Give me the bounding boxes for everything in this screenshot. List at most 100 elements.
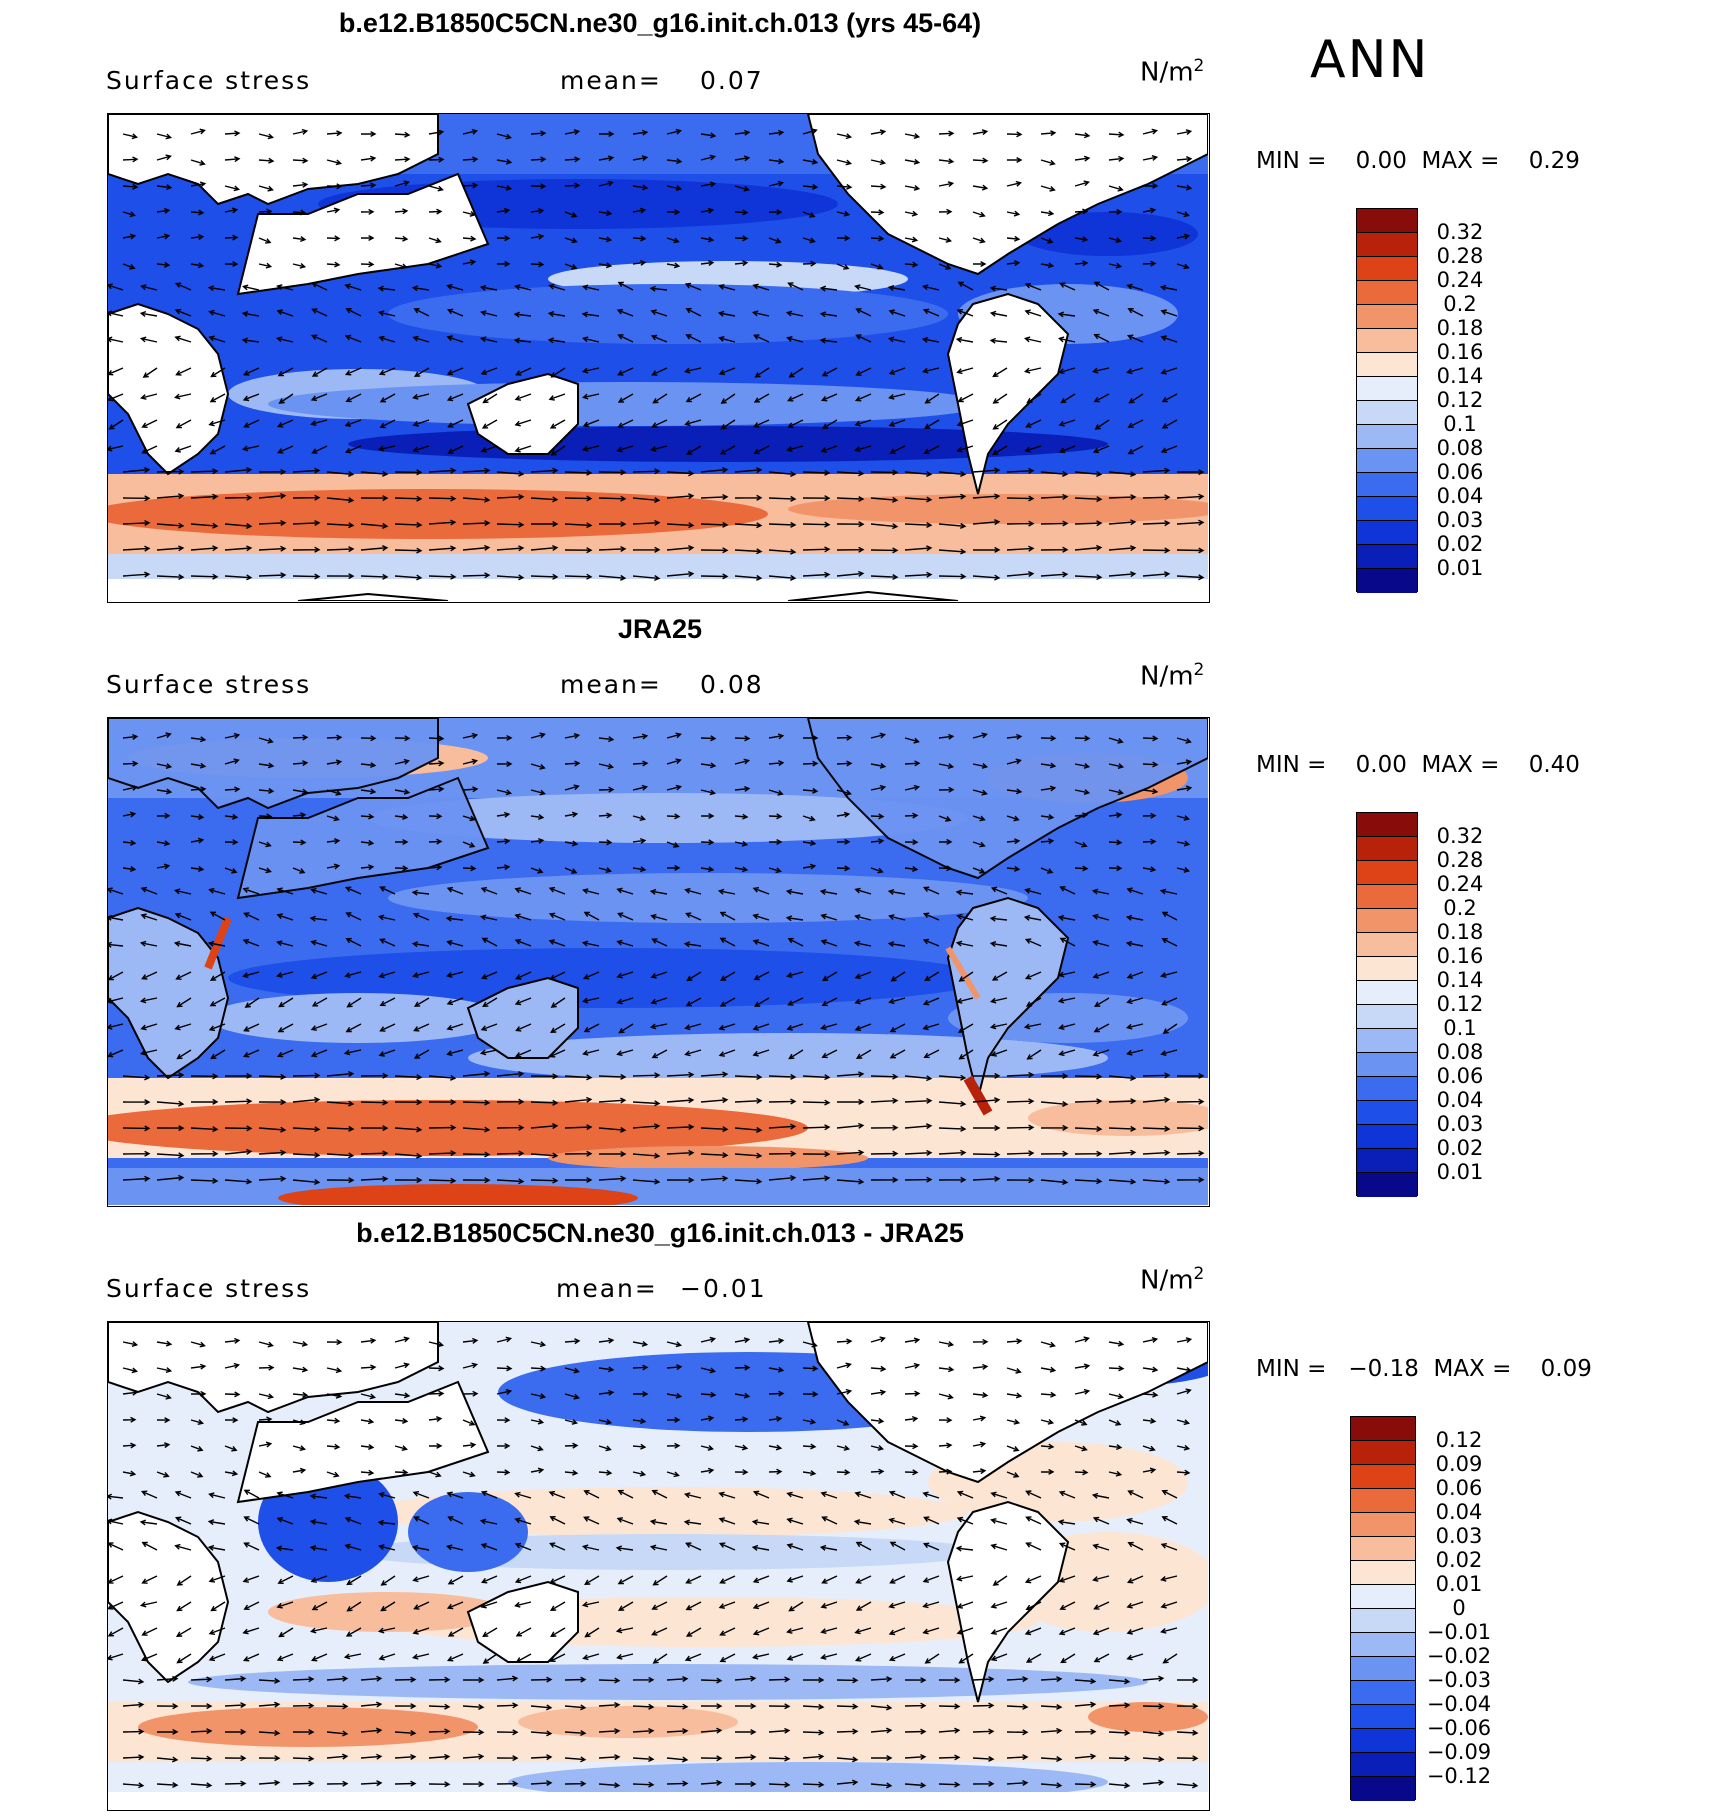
- wind-vector: [802, 863, 817, 870]
- wind-vector: [462, 1471, 476, 1478]
- wind-vector: [768, 1390, 785, 1397]
- wind-vector: [224, 207, 239, 214]
- wind-vector: [379, 393, 396, 403]
- wind-vector: [938, 815, 952, 822]
- wind-vector: [530, 1418, 545, 1425]
- wind-vector: [549, 419, 566, 429]
- wind-vector: [787, 393, 804, 402]
- colorbar-tick-label: 0.02: [1435, 1548, 1483, 1572]
- wind-vector: [1007, 156, 1023, 164]
- wind-vector: [598, 1175, 627, 1182]
- wind-vector: [1142, 1337, 1159, 1343]
- wind-vector: [446, 939, 464, 947]
- panel-3-units: N/m2: [1140, 1264, 1205, 1296]
- wind-vector: [1074, 812, 1089, 819]
- wind-vector: [768, 574, 797, 581]
- wind-vector: [870, 1150, 899, 1157]
- wind-vector: [734, 155, 751, 162]
- colorbar-swatch: [1357, 861, 1417, 885]
- wind-vector: [1177, 1676, 1199, 1684]
- wind-vector: [482, 1627, 498, 1637]
- wind-vector: [480, 445, 498, 453]
- wind-vector: [1024, 971, 1042, 980]
- wind-vector: [768, 1150, 797, 1157]
- wind-vector: [700, 1779, 723, 1786]
- colorbar-swatch: [1351, 1729, 1415, 1753]
- wind-vector: [649, 888, 668, 895]
- wind-vector: [632, 1178, 661, 1185]
- colorbar-swatch: [1357, 1029, 1417, 1053]
- wind-vector: [173, 888, 192, 895]
- wind-vector: [530, 1177, 559, 1184]
- wind-vector: [428, 1676, 451, 1683]
- wind-vector: [666, 841, 680, 848]
- wind-vector: [1006, 1124, 1035, 1131]
- wind-vector: [1093, 281, 1110, 291]
- wind-vector: [955, 889, 974, 896]
- wind-vector: [1176, 1337, 1193, 1344]
- wind-vector: [719, 911, 736, 921]
- colorbar-swatch: [1357, 329, 1417, 353]
- wind-vector: [1142, 1756, 1165, 1763]
- wind-vector: [224, 260, 239, 268]
- wind-vector: [632, 1100, 661, 1107]
- wind-vector: [584, 1627, 600, 1638]
- wind-vector: [718, 1491, 736, 1499]
- wind-vector: [666, 185, 683, 191]
- wind-vector: [377, 285, 396, 292]
- wind-vector: [598, 1469, 613, 1476]
- wind-vector: [513, 311, 532, 318]
- wind-vector: [564, 1393, 580, 1400]
- wind-vector: [208, 1627, 226, 1635]
- wind-vector: [1176, 1098, 1205, 1105]
- wind-vector: [515, 1653, 532, 1663]
- wind-vector: [326, 1177, 355, 1184]
- wind-vector: [787, 997, 804, 1006]
- panel-3-colorbar-labels: 0.12 0.09 0.06 0.04 0.03 0.02 0.01 0 −0.01 −0.02−…: [1424, 1416, 1504, 1800]
- wind-vector: [514, 1542, 532, 1551]
- wind-vector: [156, 1125, 185, 1132]
- wind-vector: [1108, 545, 1137, 552]
- wind-vector: [1006, 131, 1023, 138]
- wind-vector: [343, 1049, 362, 1056]
- wind-vector: [870, 762, 887, 769]
- wind-vector: [141, 445, 158, 454]
- wind-vector: [292, 262, 307, 269]
- wind-vector: [360, 1125, 389, 1132]
- panel-2-map: [107, 717, 1210, 1207]
- wind-vector: [617, 419, 634, 428]
- wind-vector: [958, 1653, 974, 1664]
- wind-vector: [344, 283, 362, 291]
- wind-vector: [785, 888, 804, 895]
- wind-vector: [207, 1519, 226, 1526]
- wind-vector: [821, 1049, 838, 1059]
- wind-vector: [344, 445, 362, 454]
- wind-vector: [1108, 812, 1123, 819]
- wind-vector: [243, 367, 260, 376]
- colorbar-tick-label: 0.09: [1435, 1452, 1483, 1476]
- wind-vector: [1040, 470, 1069, 477]
- wind-vector: [530, 1341, 547, 1348]
- wind-vector: [802, 1124, 831, 1131]
- wind-vector: [649, 1519, 668, 1525]
- wind-vector: [175, 367, 192, 376]
- wind-vector: [496, 1388, 513, 1395]
- wind-vector: [666, 1728, 689, 1734]
- wind-vector: [616, 308, 634, 317]
- wind-vector: [583, 1490, 600, 1499]
- wind-vector: [666, 571, 695, 577]
- wind-vector: [564, 1730, 587, 1737]
- wind-vector: [1006, 1177, 1035, 1184]
- wind-vector: [989, 1023, 1008, 1030]
- wind-vector: [1040, 1150, 1069, 1157]
- wind-vector: [1040, 1676, 1063, 1683]
- wind-vector: [904, 261, 919, 268]
- wind-vector: [802, 1074, 831, 1081]
- wind-vector: [530, 1704, 553, 1711]
- wind-vector: [361, 234, 375, 242]
- wind-vector: [1074, 1753, 1097, 1760]
- wind-vector: [292, 839, 307, 846]
- wind-vector: [243, 1542, 260, 1551]
- wind-vector: [360, 1701, 383, 1708]
- wind-vector: [530, 544, 559, 551]
